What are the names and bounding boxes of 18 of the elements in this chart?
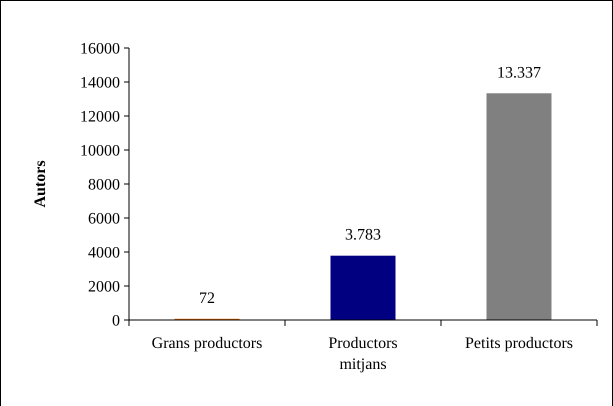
x-tick-label: Grans productors: [152, 335, 262, 352]
y-tick-label: 6000: [88, 210, 120, 228]
x-tick-label: Petits productors: [465, 335, 573, 352]
y-tick-label: 12000: [80, 108, 120, 126]
y-tick-label: 2000: [88, 278, 120, 296]
y-tick-label: 10000: [80, 142, 120, 160]
y-tick-label: 0: [112, 312, 120, 330]
y-tick-label: 16000: [80, 40, 120, 58]
y-tick-label: 8000: [88, 176, 120, 194]
data-label: 3.783: [345, 226, 381, 244]
x-tick-label: Productors mitjans: [328, 335, 398, 373]
data-label: 13.337: [497, 64, 541, 82]
bar: [486, 93, 552, 320]
y-tick-label: 14000: [80, 74, 120, 92]
bar: [330, 256, 396, 320]
data-label: 72: [199, 290, 215, 307]
y-axis-title: Autors: [32, 160, 49, 208]
y-tick-label: 4000: [88, 244, 120, 262]
